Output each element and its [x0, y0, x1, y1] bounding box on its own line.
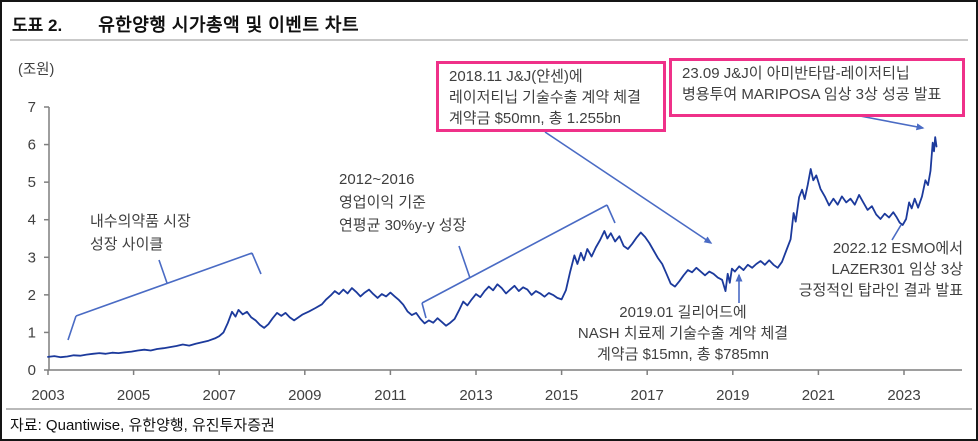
event-line: 2018.11 J&J(얀센)에	[449, 68, 583, 85]
annotation-line: 2012~2016	[339, 171, 415, 188]
y-tick-label: 1	[28, 324, 36, 341]
esmo-leader-line	[891, 224, 902, 241]
price-line	[47, 136, 938, 359]
bracket-growth-cycle-1	[67, 252, 262, 341]
annotation-line: 2019.01 길리어드에	[619, 304, 747, 321]
y-tick-label: 7	[28, 99, 36, 116]
event1-arrow	[544, 131, 713, 244]
annotation-gilead-2019: 2019.01 길리어드에 NASH 치료제 기술수출 계약 체결 계약금 $1…	[565, 302, 801, 365]
annotation-esmo-2022: 2022.12 ESMO에서 LAZER301 임상 3상 긍정적인 탑라인 결…	[799, 238, 963, 301]
y-tick-label: 5	[28, 174, 36, 191]
annotation-line: NASH 치료제 기술수출 계약 체결	[577, 325, 789, 342]
annotation-line: 긍정적인 탑라인 결과 발표	[798, 282, 963, 299]
annotation-operating-profit-growth: 2012~2016 영업이익 기준 연평균 30%y-y 성장	[339, 168, 466, 237]
y-axis-unit-label: (조원)	[18, 61, 54, 78]
event-line: 23.09 J&J이 아미반타맙-레이저티닙	[682, 65, 910, 82]
x-tick-label: 2017	[631, 387, 664, 404]
axes: 2003 2005 2007 2009 2011 2013 2015 2017 2019 2021…	[18, 61, 962, 404]
event-box-jnj-2018: 2018.11 J&J(얀센)에 레이저티닙 기술수출 계약 체결 계약금 $5…	[436, 61, 666, 132]
annotation-line: 연평균 30%y-y 성장	[339, 217, 467, 234]
footer-divider	[6, 408, 972, 410]
x-tick-label: 2013	[459, 387, 492, 404]
bracket-growth-cycle-2	[421, 204, 616, 319]
annotation-line: 성장 사이클	[90, 236, 164, 253]
x-tick-label: 2023	[887, 387, 920, 404]
y-tick-label: 3	[28, 249, 36, 266]
annotation-line: 영업이익 기준	[339, 194, 426, 211]
x-tick-label: 2015	[545, 387, 578, 404]
x-tick-label: 2007	[203, 387, 236, 404]
header-divider	[10, 39, 968, 41]
annotation-domestic-growth: 내수의약품 시장 성장 사이클	[90, 210, 191, 256]
x-tick-label: 2005	[117, 387, 150, 404]
event-box-mariposa-2023: 23.09 J&J이 아미반타맙-레이저티닙 병용투여 MARIPOSA 임상 …	[669, 58, 965, 117]
y-tick-label: 4	[28, 212, 36, 229]
annotation-line: 내수의약품 시장	[90, 213, 191, 230]
annotation-graphics	[67, 115, 925, 341]
event2-arrow	[859, 115, 925, 131]
x-tick-label: 2003	[31, 387, 64, 404]
y-tick-label: 0	[28, 362, 36, 379]
market-cap-series	[47, 136, 938, 359]
event-line: 병용투여 MARIPOSA 임상 3상 성공 발표	[682, 86, 942, 103]
y-tick-label: 2	[28, 287, 36, 304]
x-tick-label: 2011	[374, 387, 406, 404]
figure-title: 유한양행 시가총액 및 이벤트 차트	[98, 15, 360, 35]
x-tick-label: 2019	[716, 387, 749, 404]
x-tick-label: 2009	[288, 387, 321, 404]
source-note: 자료: Quantiwise, 유한양행, 유진투자증권	[10, 417, 275, 434]
annotation-line: 계약금 $15mn, 총 $785mn	[597, 346, 769, 363]
y-tick-label: 6	[28, 137, 36, 154]
event-line: 계약금 $50mn, 총 1.255bn	[449, 110, 621, 127]
figure-header: 도표 2. 유한양행 시가총액 및 이벤트 차트	[12, 11, 359, 37]
x-tick-label: 2021	[802, 387, 835, 404]
annotation-line: LAZER301 임상 3상	[831, 261, 963, 278]
annotation-line: 2022.12 ESMO에서	[832, 240, 963, 257]
figure-number: 도표 2.	[12, 16, 63, 35]
event-line: 레이저티닙 기술수출 계약 체결	[449, 89, 641, 106]
